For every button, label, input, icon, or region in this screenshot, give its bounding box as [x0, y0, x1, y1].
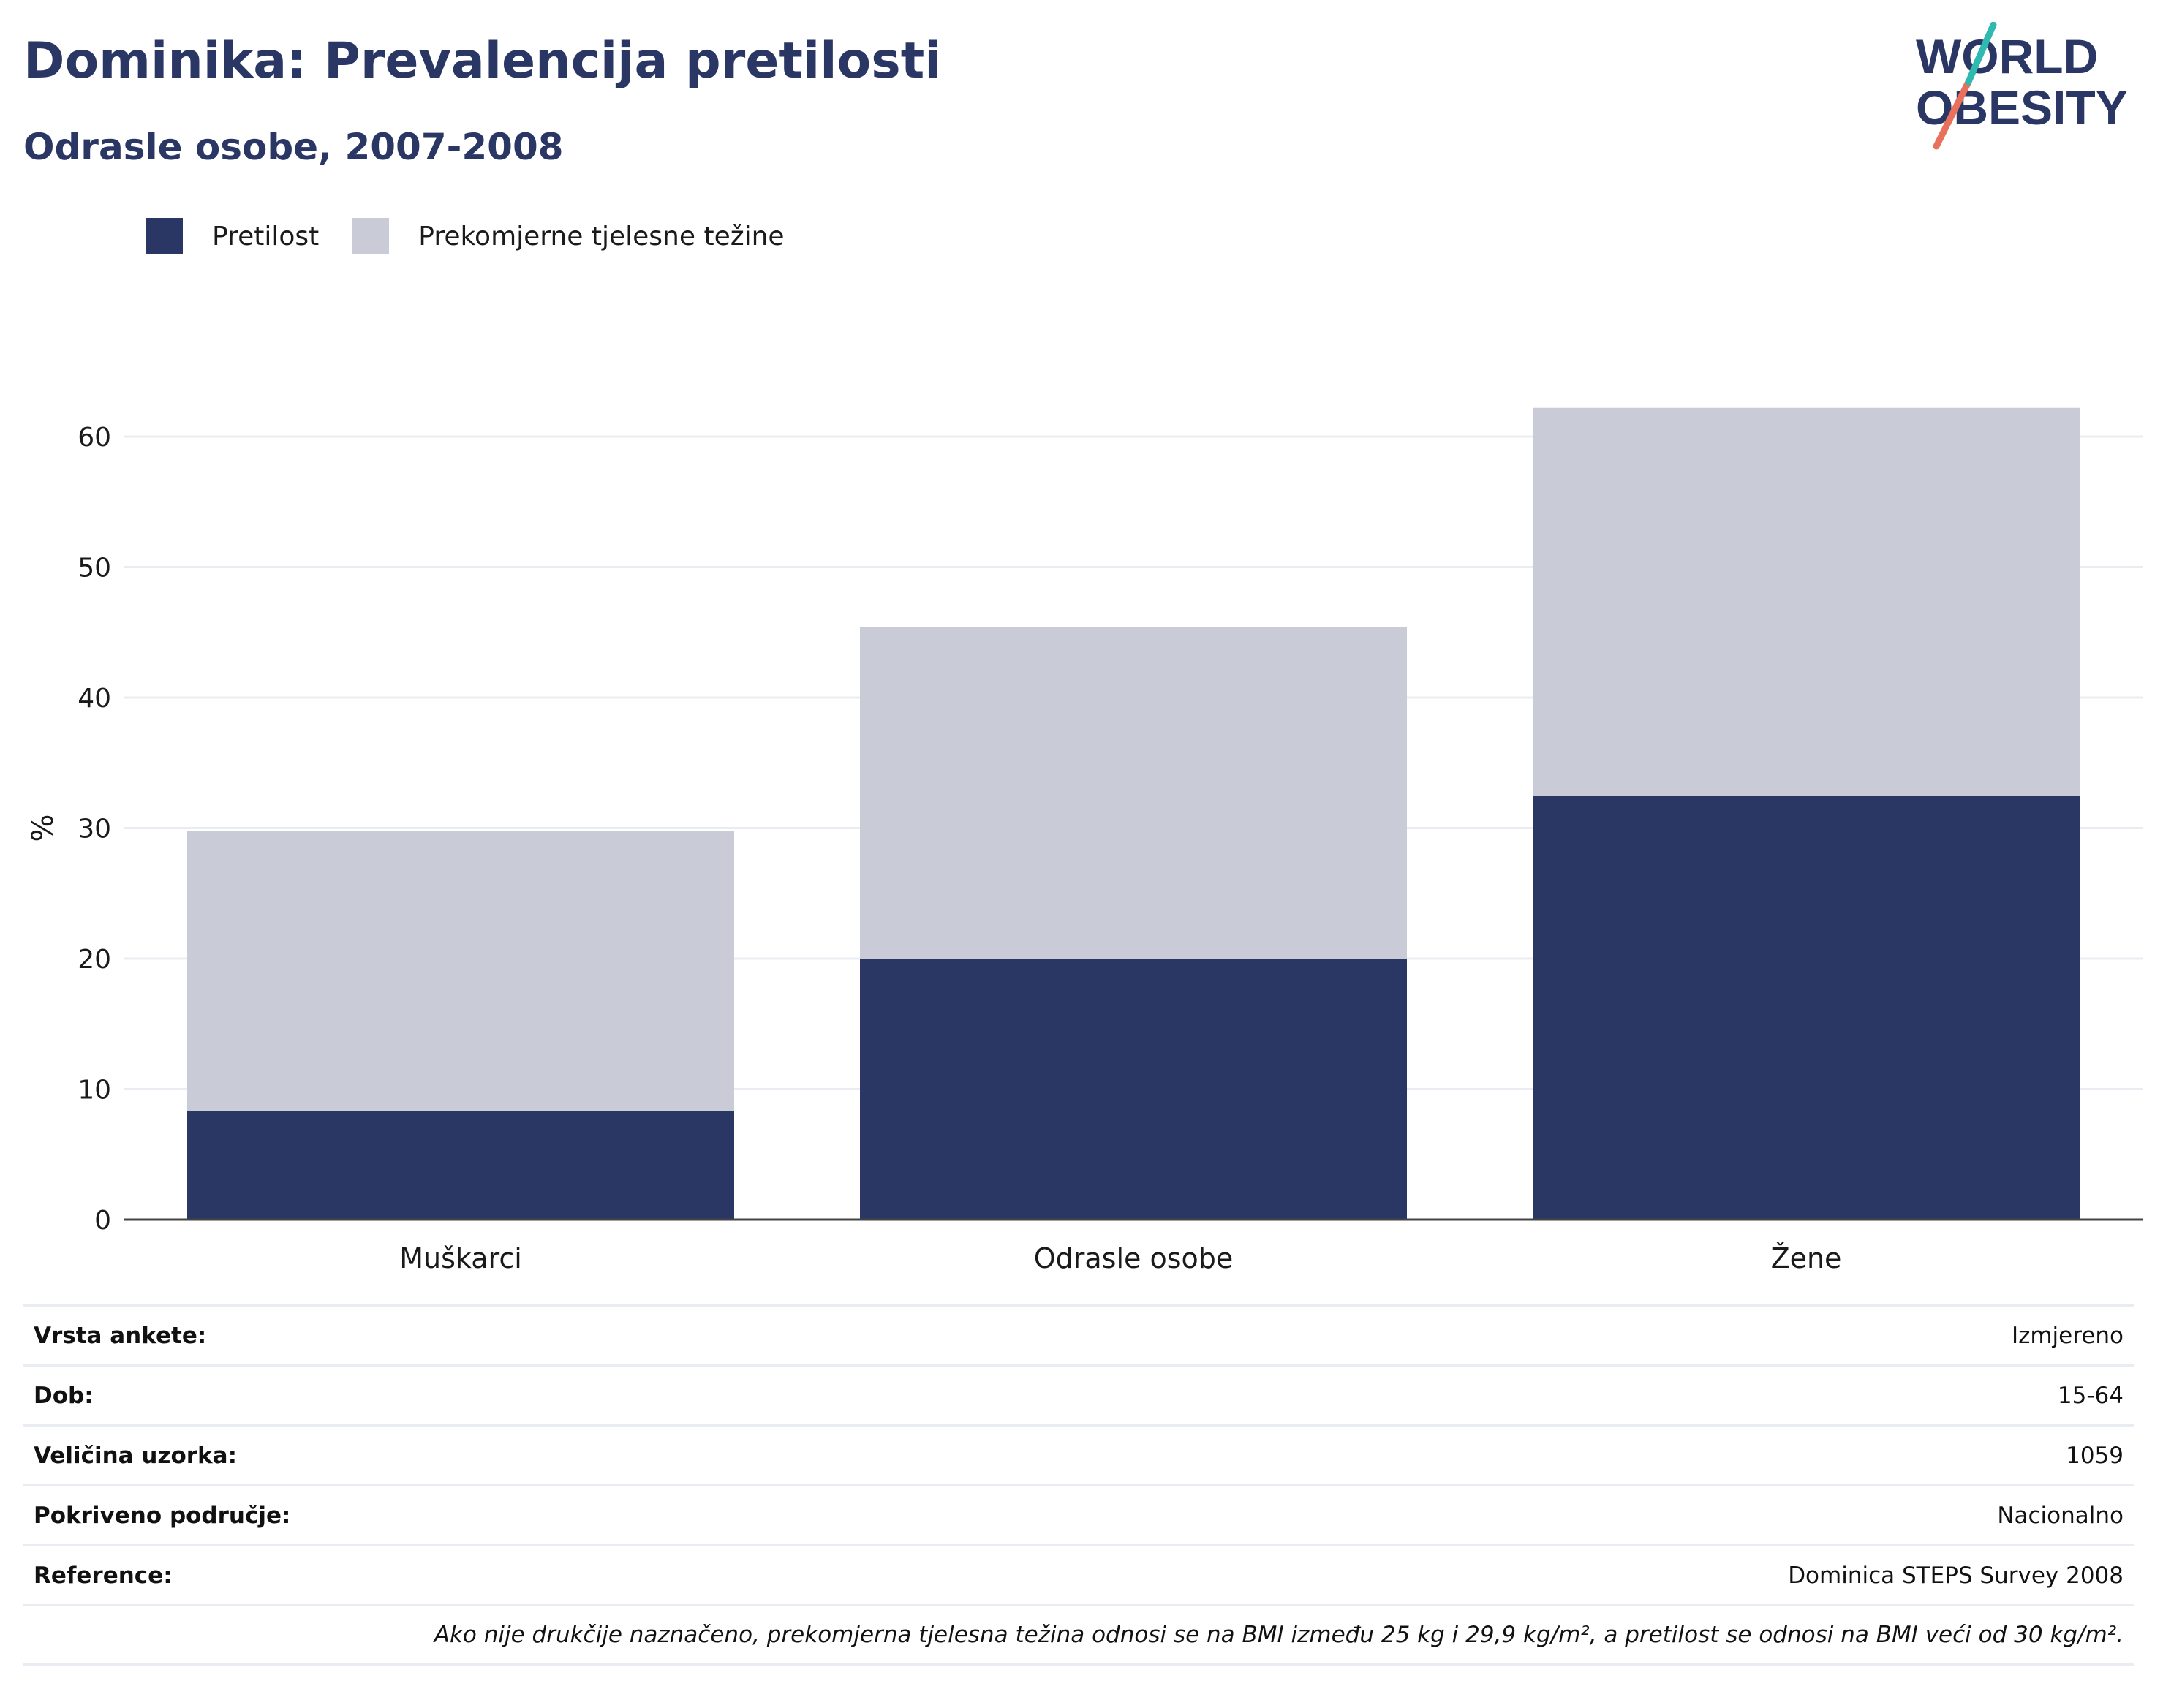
info-value: Dominica STEPS Survey 2008: [1788, 1562, 2124, 1589]
info-key: Vrsta ankete:: [34, 1322, 207, 1349]
legend: Pretilost Prekomjerne tjelesne težine: [146, 216, 818, 256]
bar-overweight: [1533, 407, 2080, 796]
info-row-sample-size: Veličina uzorka: 1059: [23, 1424, 2134, 1484]
info-key: Reference:: [34, 1562, 173, 1589]
y-tick-label: 0: [94, 1206, 111, 1236]
chart-subtitle: Odrasle osobe, 2007-2008: [23, 126, 564, 168]
definition-note-text: Ako nije drukčije naznačeno, prekomjerna…: [434, 1622, 2124, 1648]
info-key: Pokriveno područje:: [34, 1502, 291, 1529]
logo-slash-coral: [1933, 78, 1972, 150]
y-tick-label: 10: [78, 1076, 111, 1106]
y-tick-label: 40: [78, 684, 111, 714]
bar-obesity: [860, 959, 1407, 1220]
x-tick-label: Odrasle osobe: [1034, 1242, 1234, 1272]
bar-overweight: [187, 831, 734, 1111]
y-axis-label: %: [26, 814, 60, 842]
logo-slash-teal: [1965, 22, 1997, 86]
y-tick-label: 50: [78, 553, 111, 583]
bar-obesity: [1533, 795, 2080, 1220]
info-row-coverage: Pokriveno područje: Nacionalno: [23, 1484, 2134, 1544]
legend-item-overweight: Prekomjerne tjelesne težine: [352, 218, 785, 254]
bar-obesity: [187, 1111, 734, 1220]
y-tick-label: 20: [78, 945, 111, 975]
info-value: 1059: [2066, 1442, 2124, 1469]
legend-label-overweight: Prekomjerne tjelesne težine: [418, 221, 785, 252]
y-tick-label: 30: [78, 815, 111, 844]
info-row-survey-type: Vrsta ankete: Izmjereno: [23, 1304, 2134, 1364]
y-tick-label: 60: [78, 423, 111, 453]
info-row-references: Reference: Dominica STEPS Survey 2008: [23, 1544, 2134, 1604]
legend-item-obesity: Pretilost: [146, 218, 319, 254]
info-value: Nacionalno: [1997, 1502, 2124, 1529]
info-key: Dob:: [34, 1382, 94, 1409]
info-value: 15-64: [2057, 1382, 2124, 1409]
x-tick-label: Muškarci: [399, 1242, 522, 1272]
definition-note: Ako nije drukčije naznačeno, prekomjerna…: [23, 1604, 2134, 1666]
info-row-age: Dob: 15-64: [23, 1364, 2134, 1424]
info-key: Veličina uzorka:: [34, 1442, 237, 1469]
bar-chart: 0 10 20 30 40 50 60% Muškarci Odrasle osobe Žene: [26, 407, 2143, 1272]
chart-title: Dominika: Prevalencija pretilosti: [23, 32, 942, 90]
legend-label-obesity: Pretilost: [212, 221, 320, 252]
info-value: Izmjereno: [2011, 1322, 2124, 1349]
survey-info-table: Vrsta ankete: Izmjereno Dob: 15-64 Velič…: [23, 1304, 2134, 1666]
x-tick-label: Žene: [1771, 1242, 1842, 1272]
legend-swatch-obesity: [146, 218, 183, 254]
logo-word-2: OBESITY: [1916, 80, 2128, 135]
bar-overweight: [860, 627, 1407, 959]
legend-swatch-overweight: [352, 218, 390, 254]
logo-word-1: WORLD: [1916, 29, 2098, 83]
world-obesity-logo: WORLD OBESITY: [1916, 22, 2128, 150]
